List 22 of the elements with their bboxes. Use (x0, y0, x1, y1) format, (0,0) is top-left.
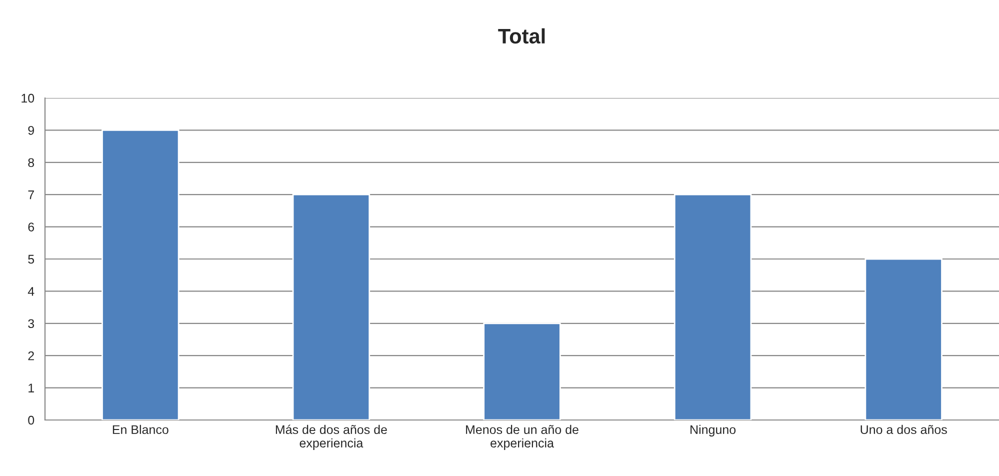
y-tick-label: 4 (28, 287, 34, 296)
y-tick-label: 9 (28, 126, 34, 135)
x-tick-label: En Blanco (112, 424, 168, 434)
x-tick-label: Más de dos años de experiencia (276, 424, 387, 450)
bar (483, 322, 561, 420)
x-tick-label: Ninguno (690, 424, 736, 437)
bar (864, 258, 942, 420)
bar (674, 194, 752, 420)
y-tick-label: 7 (28, 190, 34, 200)
bar (292, 194, 370, 420)
y-tick-label: 3 (28, 319, 34, 328)
chart-title: Total (498, 28, 545, 44)
y-tick-label: 0 (28, 416, 34, 425)
y-tick-label: 5 (28, 254, 34, 264)
x-tick-label: Uno a dos años (860, 424, 947, 434)
y-tick-label: 1 (28, 384, 34, 392)
y-tick-label: 2 (28, 351, 34, 360)
y-tick-label: 10 (22, 94, 34, 103)
x-tick-label: Menos de un año de experiencia (466, 424, 578, 450)
bar (102, 130, 180, 420)
y-tick-label: 6 (28, 222, 34, 232)
y-tick-label: 8 (28, 158, 34, 168)
